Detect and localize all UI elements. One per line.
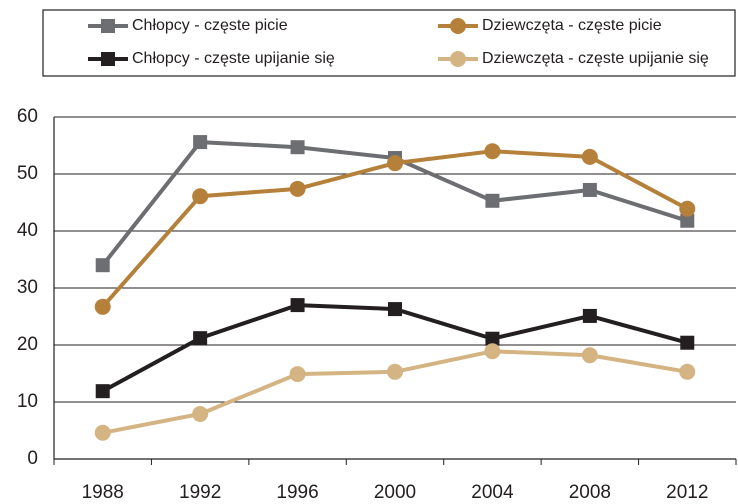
legend-box bbox=[42, 9, 736, 77]
data-point bbox=[289, 180, 306, 197]
data-point bbox=[484, 343, 501, 360]
data-point bbox=[387, 363, 403, 380]
data-point bbox=[582, 308, 597, 323]
data-point bbox=[582, 182, 597, 197]
data-point bbox=[192, 405, 209, 422]
y-tick-label: 20 bbox=[17, 334, 38, 355]
data-point bbox=[95, 258, 110, 273]
data-point bbox=[581, 347, 598, 364]
data-point bbox=[94, 424, 111, 441]
legend-marker bbox=[101, 19, 115, 33]
data-point bbox=[290, 298, 305, 313]
x-tick-label: 2008 bbox=[569, 482, 611, 503]
y-tick-label: 40 bbox=[17, 220, 38, 241]
legend-marker bbox=[101, 52, 115, 66]
data-point bbox=[680, 213, 695, 228]
x-tick-label: 1988 bbox=[82, 482, 124, 503]
y-tick-label: 60 bbox=[17, 106, 38, 127]
data-point bbox=[193, 135, 208, 150]
data-point bbox=[680, 335, 695, 350]
legend-marker bbox=[450, 18, 466, 34]
legend-marker bbox=[450, 51, 466, 67]
data-point bbox=[95, 384, 110, 399]
legend-label: Chłopcy - częste upijanie się bbox=[132, 50, 335, 67]
data-point bbox=[388, 302, 402, 317]
data-point bbox=[679, 200, 696, 217]
data-point bbox=[679, 363, 696, 380]
y-tick-label: 50 bbox=[17, 163, 38, 184]
data-point bbox=[581, 148, 598, 165]
series-line bbox=[101, 149, 689, 309]
series-line bbox=[102, 349, 688, 435]
data-point bbox=[290, 140, 305, 155]
y-tick-label: 30 bbox=[17, 277, 38, 298]
data-point bbox=[192, 188, 209, 205]
x-tick-label: 2012 bbox=[666, 482, 708, 503]
data-point bbox=[484, 143, 501, 160]
legend-label: Dziewczęta - częste upijanie się bbox=[482, 50, 709, 67]
y-tick-label: 10 bbox=[17, 391, 38, 412]
x-tick-label: 2000 bbox=[374, 482, 416, 503]
data-point bbox=[485, 331, 500, 346]
data-point bbox=[193, 331, 208, 346]
data-point bbox=[289, 366, 306, 383]
data-point bbox=[485, 193, 500, 208]
x-tick-label: 1992 bbox=[179, 482, 221, 503]
y-tick-label: 0 bbox=[27, 448, 38, 469]
x-tick-label: 2004 bbox=[471, 482, 514, 503]
data-point bbox=[94, 298, 111, 315]
x-tick-label: 1996 bbox=[276, 482, 318, 503]
data-point bbox=[387, 155, 403, 172]
legend-label: Chłopcy - częste picie bbox=[132, 17, 288, 34]
legend-label: Dziewczęta - częste picie bbox=[482, 17, 662, 34]
